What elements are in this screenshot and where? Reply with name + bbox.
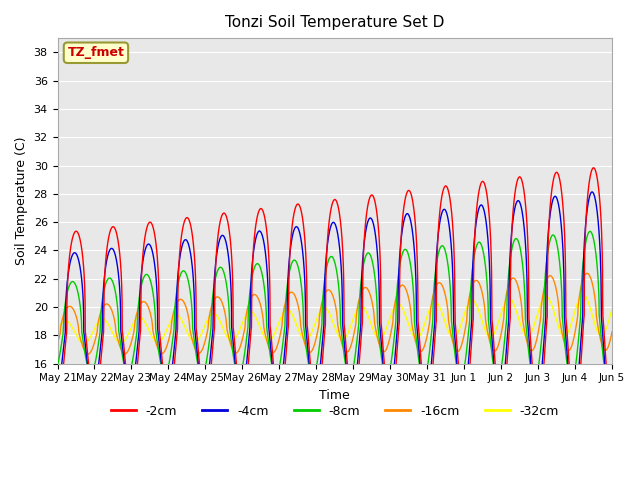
- X-axis label: Time: Time: [319, 389, 350, 402]
- Title: Tonzi Soil Temperature Set D: Tonzi Soil Temperature Set D: [225, 15, 444, 30]
- Legend: -2cm, -4cm, -8cm, -16cm, -32cm: -2cm, -4cm, -8cm, -16cm, -32cm: [106, 400, 564, 422]
- Y-axis label: Soil Temperature (C): Soil Temperature (C): [15, 137, 28, 265]
- Text: TZ_fmet: TZ_fmet: [67, 46, 124, 59]
